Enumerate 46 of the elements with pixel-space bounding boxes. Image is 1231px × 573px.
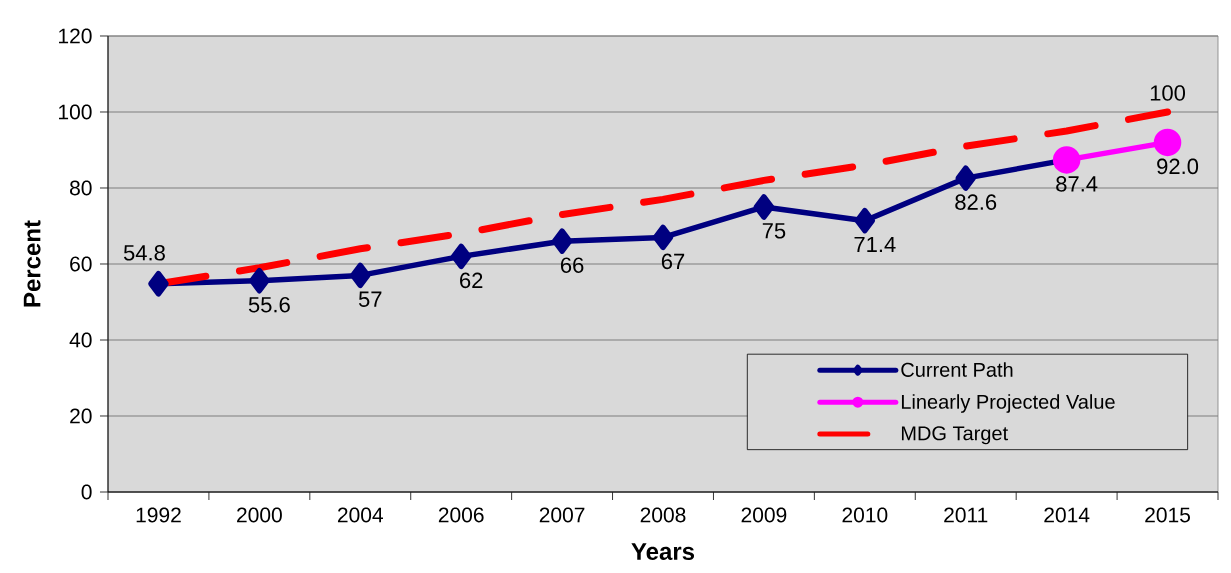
- legend-label: Linearly Projected Value: [901, 394, 1115, 413]
- x-tick-label: 2007: [539, 507, 585, 523]
- point: [551, 228, 573, 254]
- y-tick-label: 120: [59, 28, 92, 44]
- y-tick-label: 100: [59, 104, 92, 120]
- x-tick-label: 2014: [1044, 507, 1090, 523]
- point: [854, 207, 876, 234]
- data-label: 92.0: [1157, 158, 1199, 175]
- point: [1052, 146, 1081, 174]
- point: [652, 224, 674, 251]
- point: [450, 243, 472, 270]
- data-label: 82.6: [955, 194, 997, 210]
- data-label: 57: [358, 291, 382, 307]
- x-tick-label: 2009: [741, 507, 787, 523]
- x-tick-label: 2010: [842, 507, 888, 523]
- y-tick-label: 0: [81, 484, 92, 500]
- legend-label: MDG Target: [901, 426, 1008, 445]
- x-tick-label: 2006: [438, 507, 484, 523]
- legend-label: Current Path: [901, 362, 1013, 377]
- y-tick-label: 40: [69, 332, 92, 348]
- data-label: 75: [762, 223, 786, 239]
- point: [350, 262, 371, 289]
- point: [148, 271, 169, 297]
- data-label: 55.6: [248, 296, 290, 313]
- x-tick-label: 2015: [1145, 507, 1191, 523]
- x-tick-label: 2008: [640, 507, 686, 523]
- data-label: 71.4: [854, 236, 896, 253]
- x-tick-label: 2000: [237, 507, 282, 523]
- data-label: 87.4: [1056, 176, 1098, 192]
- y-tick-label: 80: [70, 180, 92, 196]
- data-label: 100: [1150, 85, 1186, 101]
- data-label: 62: [460, 272, 483, 289]
- x-tick-label: 2004: [337, 507, 383, 523]
- y-tick-label: 20: [70, 408, 92, 424]
- data-label: 54.8: [123, 244, 165, 261]
- data-label: 67: [661, 253, 685, 270]
- y-tick-label: 60: [70, 256, 92, 272]
- x-axis-title: Years: [631, 543, 695, 561]
- point: [955, 165, 976, 191]
- y-axis-title: Percent: [23, 220, 41, 307]
- point: [753, 194, 775, 220]
- x-tick-label: 2011: [944, 507, 988, 523]
- point: [249, 267, 270, 294]
- point: [1153, 128, 1182, 157]
- data-label: 66: [560, 257, 584, 273]
- x-tick-label: 1992: [136, 507, 181, 523]
